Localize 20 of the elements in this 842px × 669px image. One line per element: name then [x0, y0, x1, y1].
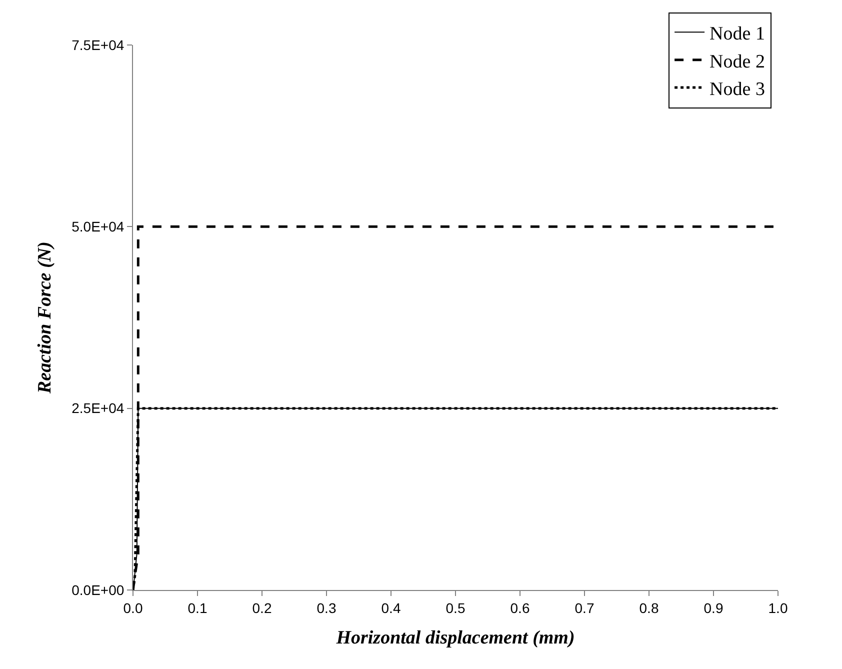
legend-label: Node 1: [710, 24, 765, 45]
x-tick-label: 0.9: [704, 600, 724, 616]
y-axis-title: Reaction Force (N): [34, 242, 56, 394]
x-tick-label: 0.5: [446, 600, 466, 616]
x-tick-label: 1.0: [768, 600, 788, 616]
x-tick-label: 0.2: [252, 600, 272, 616]
legend-label: Node 3: [710, 78, 765, 100]
x-tick-label: 0.4: [381, 600, 401, 616]
x-tick-label: 0.6: [510, 600, 530, 616]
x-tick-label: 0.7: [574, 600, 594, 616]
y-tick-label: 7.5E+04: [72, 36, 124, 53]
y-tick-label: 0.0E+00: [72, 582, 124, 598]
x-tick-label: 0.1: [188, 600, 208, 616]
y-tick-label: 5.0E+04: [72, 218, 124, 235]
x-axis-title: Horizontal displacement (mm): [335, 628, 575, 649]
y-tick-label: 2.5E+04: [72, 400, 124, 416]
legend-label: Node 2: [710, 51, 765, 72]
x-tick-label: 0.8: [639, 600, 659, 616]
x-tick-label: 0.3: [316, 600, 336, 616]
x-tick-label: 0.0: [123, 600, 143, 616]
